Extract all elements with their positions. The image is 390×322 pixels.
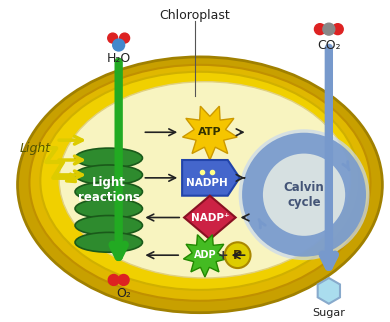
Text: CO₂: CO₂ xyxy=(317,39,340,52)
Circle shape xyxy=(239,129,369,260)
Ellipse shape xyxy=(59,82,351,278)
Text: ADP: ADP xyxy=(193,250,216,260)
Text: Sugar: Sugar xyxy=(312,308,345,318)
Ellipse shape xyxy=(18,57,382,313)
Polygon shape xyxy=(182,160,239,196)
Text: NADP⁺: NADP⁺ xyxy=(191,213,229,223)
Polygon shape xyxy=(318,278,340,304)
Circle shape xyxy=(118,275,129,285)
Text: P: P xyxy=(233,249,242,262)
Circle shape xyxy=(225,242,250,268)
Ellipse shape xyxy=(75,215,142,235)
Text: Chloroplast: Chloroplast xyxy=(160,9,230,22)
Ellipse shape xyxy=(40,72,360,290)
Circle shape xyxy=(108,275,119,285)
Text: Light
reactions: Light reactions xyxy=(78,176,140,204)
Text: NADPH: NADPH xyxy=(186,178,228,188)
Polygon shape xyxy=(183,235,226,277)
Ellipse shape xyxy=(75,232,142,252)
Circle shape xyxy=(323,23,335,35)
Text: Calvin
cycle: Calvin cycle xyxy=(284,181,324,209)
Circle shape xyxy=(314,24,325,34)
Text: O₂: O₂ xyxy=(116,287,131,300)
Polygon shape xyxy=(184,196,236,239)
Circle shape xyxy=(120,33,129,43)
Ellipse shape xyxy=(75,199,142,219)
Polygon shape xyxy=(183,106,237,160)
Circle shape xyxy=(113,39,125,51)
Text: ATP: ATP xyxy=(198,127,222,137)
Ellipse shape xyxy=(29,65,370,301)
Text: H₂O: H₂O xyxy=(106,52,131,65)
Text: Light: Light xyxy=(20,142,51,155)
Circle shape xyxy=(332,24,343,34)
Ellipse shape xyxy=(75,182,142,202)
Ellipse shape xyxy=(75,148,142,168)
Text: +: + xyxy=(218,249,228,262)
Circle shape xyxy=(108,33,118,43)
Ellipse shape xyxy=(75,165,142,185)
